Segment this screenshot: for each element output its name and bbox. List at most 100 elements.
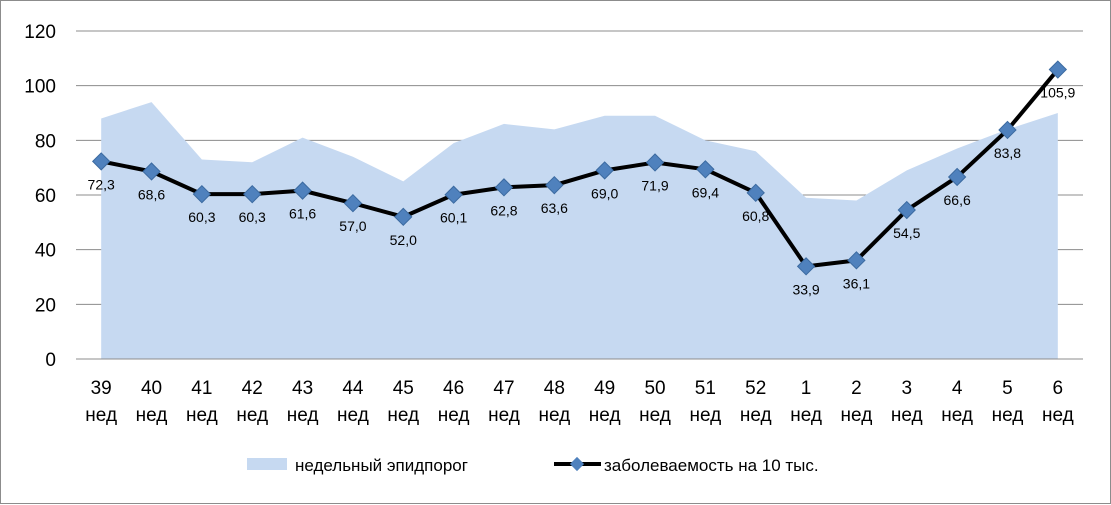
x-axis: 39нед40нед41нед42нед43нед44нед45нед46нед… [76, 358, 1083, 426]
x-tick-label-unit: нед [387, 405, 419, 426]
data-point-marker [444, 185, 463, 204]
x-tick-label-unit: нед [639, 405, 671, 426]
legend-area-swatch [247, 458, 287, 470]
x-tick-label: 4 [952, 378, 963, 399]
x-tick-label: 43 [292, 378, 313, 399]
data-point-marker [847, 251, 866, 270]
x-tick-label: 45 [393, 378, 414, 399]
y-tick-label: 80 [35, 131, 56, 152]
data-point-marker [947, 167, 967, 187]
x-tick-label-unit: нед [1042, 405, 1074, 426]
data-point-marker [746, 183, 765, 203]
x-tick-label-unit: нед [85, 405, 117, 426]
x-tick-label: 44 [342, 378, 364, 399]
x-tick-label: 50 [644, 378, 665, 399]
data-point-marker [595, 161, 614, 180]
data-point-marker [796, 257, 816, 276]
data-point-label: 68,6 [138, 186, 165, 202]
data-point-label: 54,5 [893, 225, 920, 241]
legend-line-marker [569, 456, 585, 472]
data-point-label: 83,8 [994, 145, 1021, 161]
x-tick-label: 47 [493, 378, 514, 399]
data-point-label: 60,8 [742, 208, 769, 224]
x-tick-label-unit: нед [841, 405, 873, 426]
x-tick-label-unit: нед [790, 405, 822, 426]
y-tick-label: 60 [35, 186, 56, 207]
x-tick-label-unit: нед [337, 405, 369, 426]
x-tick-label-unit: нед [740, 405, 772, 426]
x-tick-label-unit: нед [438, 405, 470, 426]
data-point-label: 60,3 [239, 209, 266, 225]
y-tick-label: 120 [24, 22, 56, 43]
x-tick-label-unit: нед [992, 405, 1024, 426]
x-tick-label: 40 [141, 378, 162, 399]
data-point-label: 71,9 [641, 177, 668, 193]
data-point-marker [91, 152, 111, 171]
x-tick-label-unit: нед [136, 405, 168, 426]
x-tick-label: 52 [745, 378, 766, 399]
data-point-label: 60,1 [440, 210, 467, 226]
data-labels: 72,3 68,6 60,3 60,3 61,6 57,0 52,0 60,1 62,8 63,6… [88, 85, 1076, 298]
data-point-marker [293, 181, 312, 200]
data-point-label: 69,0 [591, 185, 618, 201]
x-tick-label-unit: нед [236, 405, 268, 426]
legend: недельный эпидпорог заболеваемость на 10… [247, 456, 819, 475]
x-tick-label: 48 [544, 378, 565, 399]
data-point-marker [998, 120, 1017, 140]
data-point-label: 33,9 [792, 281, 819, 297]
data-point-marker [645, 153, 665, 172]
x-tick-label-unit: нед [941, 405, 973, 426]
data-point-label: 36,1 [843, 275, 870, 291]
data-point-marker [494, 178, 514, 197]
incidence-markers [91, 60, 1068, 276]
x-tick-label: 42 [242, 378, 263, 399]
y-tick-label: 100 [24, 77, 56, 98]
data-point-label: 52,0 [390, 232, 417, 248]
data-point-label: 61,6 [289, 206, 316, 222]
x-tick-label: 2 [851, 378, 862, 399]
data-point-marker [696, 160, 715, 179]
threshold-area-shape [101, 102, 1058, 360]
data-point-label: 62,8 [490, 202, 517, 218]
data-point-label: 72,3 [88, 176, 115, 192]
x-tick-label: 39 [91, 378, 112, 399]
legend-line-label: заболеваемость на 10 тыс. [604, 456, 819, 475]
x-tick-label: 46 [443, 378, 464, 399]
data-point-label: 60,3 [188, 209, 215, 225]
x-tick-label-unit: нед [690, 405, 722, 426]
x-tick-label-unit: нед [287, 405, 319, 426]
x-tick-label-unit: нед [589, 405, 621, 426]
x-tick-label-unit: нед [488, 405, 520, 426]
y-axis: 0 20 40 60 80 100 120 [24, 22, 56, 371]
x-tick-label: 3 [901, 378, 912, 399]
data-point-marker [897, 200, 916, 220]
legend-area-label: недельный эпидпорог [295, 456, 468, 475]
x-tick-label: 5 [1002, 378, 1013, 399]
y-tick-label: 20 [35, 295, 56, 316]
x-tick-label: 51 [695, 378, 716, 399]
y-tick-label: 0 [45, 350, 56, 371]
y-tick-label: 40 [35, 241, 56, 262]
data-point-marker [192, 184, 212, 204]
x-tick-label-unit: нед [186, 405, 218, 426]
data-point-marker [394, 207, 413, 227]
data-point-label: 66,6 [944, 192, 971, 208]
data-point-marker [142, 162, 161, 181]
data-point-marker [243, 184, 262, 204]
data-point-label: 105,9 [1040, 85, 1075, 101]
data-point-marker [343, 194, 363, 213]
x-tick-label-unit: нед [538, 405, 570, 426]
x-tick-label: 49 [594, 378, 615, 399]
data-point-label: 69,4 [692, 184, 719, 200]
x-tick-label: 41 [191, 378, 212, 399]
threshold-area [101, 102, 1058, 360]
x-tick-label: 6 [1053, 378, 1064, 399]
x-tick-label: 1 [801, 378, 812, 399]
data-point-marker [545, 175, 564, 195]
data-point-marker [1048, 60, 1068, 79]
data-point-label: 63,6 [541, 200, 568, 216]
x-tick-label-unit: нед [891, 405, 923, 426]
data-point-label: 57,0 [339, 218, 366, 234]
